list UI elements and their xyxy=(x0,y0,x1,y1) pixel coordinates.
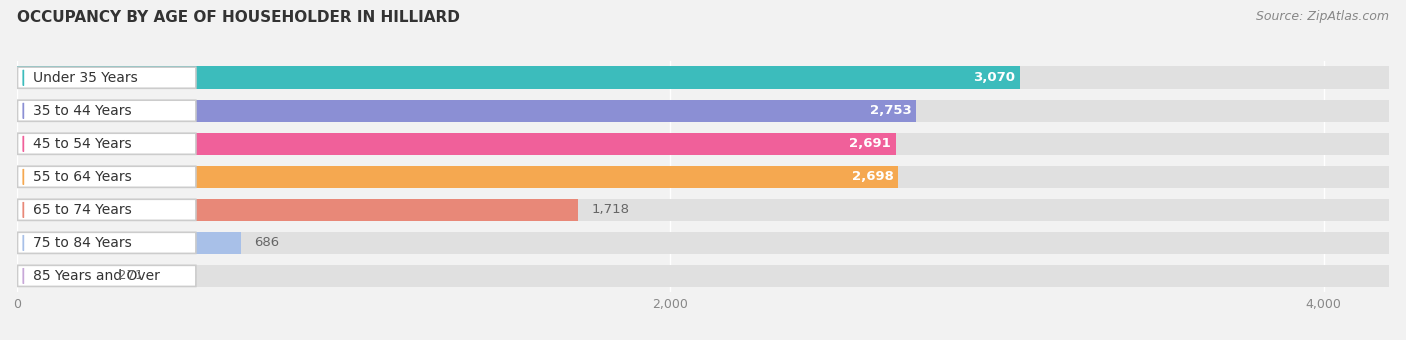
Text: 686: 686 xyxy=(254,236,280,249)
Text: 2,698: 2,698 xyxy=(852,170,893,183)
Text: Source: ZipAtlas.com: Source: ZipAtlas.com xyxy=(1256,10,1389,23)
Text: 45 to 54 Years: 45 to 54 Years xyxy=(34,137,132,151)
Bar xyxy=(17,265,105,287)
Text: 2,691: 2,691 xyxy=(849,137,891,150)
FancyBboxPatch shape xyxy=(17,166,195,187)
Text: 55 to 64 Years: 55 to 64 Years xyxy=(34,170,132,184)
Bar xyxy=(17,133,1389,155)
Bar xyxy=(17,232,1389,254)
Text: 35 to 44 Years: 35 to 44 Years xyxy=(34,104,132,118)
Bar xyxy=(17,166,898,188)
Bar xyxy=(17,100,1389,122)
FancyBboxPatch shape xyxy=(17,100,195,121)
FancyBboxPatch shape xyxy=(17,232,195,253)
Bar xyxy=(17,199,578,221)
Bar xyxy=(17,67,1389,89)
Bar xyxy=(17,133,896,155)
Text: Under 35 Years: Under 35 Years xyxy=(34,71,138,85)
Text: 85 Years and Over: 85 Years and Over xyxy=(34,269,160,283)
Bar xyxy=(17,199,1389,221)
Bar xyxy=(17,100,917,122)
Bar xyxy=(17,265,1389,287)
Bar xyxy=(17,232,240,254)
Bar xyxy=(17,67,1019,89)
FancyBboxPatch shape xyxy=(17,199,195,220)
Text: 2,753: 2,753 xyxy=(870,104,911,117)
FancyBboxPatch shape xyxy=(17,265,195,286)
FancyBboxPatch shape xyxy=(17,133,195,154)
Text: 1,718: 1,718 xyxy=(592,203,630,216)
Text: 3,070: 3,070 xyxy=(973,71,1015,84)
Text: OCCUPANCY BY AGE OF HOUSEHOLDER IN HILLIARD: OCCUPANCY BY AGE OF HOUSEHOLDER IN HILLI… xyxy=(17,10,460,25)
Text: 65 to 74 Years: 65 to 74 Years xyxy=(34,203,132,217)
Text: 271: 271 xyxy=(118,269,143,283)
Text: 75 to 84 Years: 75 to 84 Years xyxy=(34,236,132,250)
FancyBboxPatch shape xyxy=(17,67,195,88)
Bar xyxy=(17,166,1389,188)
